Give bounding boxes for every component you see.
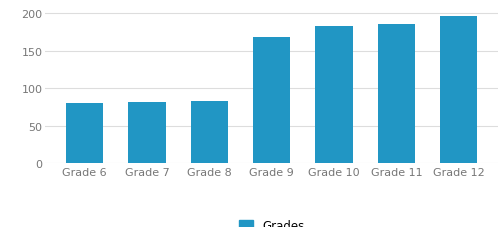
- Legend: Grades: Grades: [239, 220, 304, 227]
- Bar: [378, 25, 415, 163]
- Bar: [440, 17, 477, 163]
- Bar: [128, 103, 165, 163]
- Bar: [66, 104, 103, 163]
- Bar: [315, 27, 353, 163]
- Bar: [191, 101, 228, 163]
- Bar: [253, 38, 290, 163]
